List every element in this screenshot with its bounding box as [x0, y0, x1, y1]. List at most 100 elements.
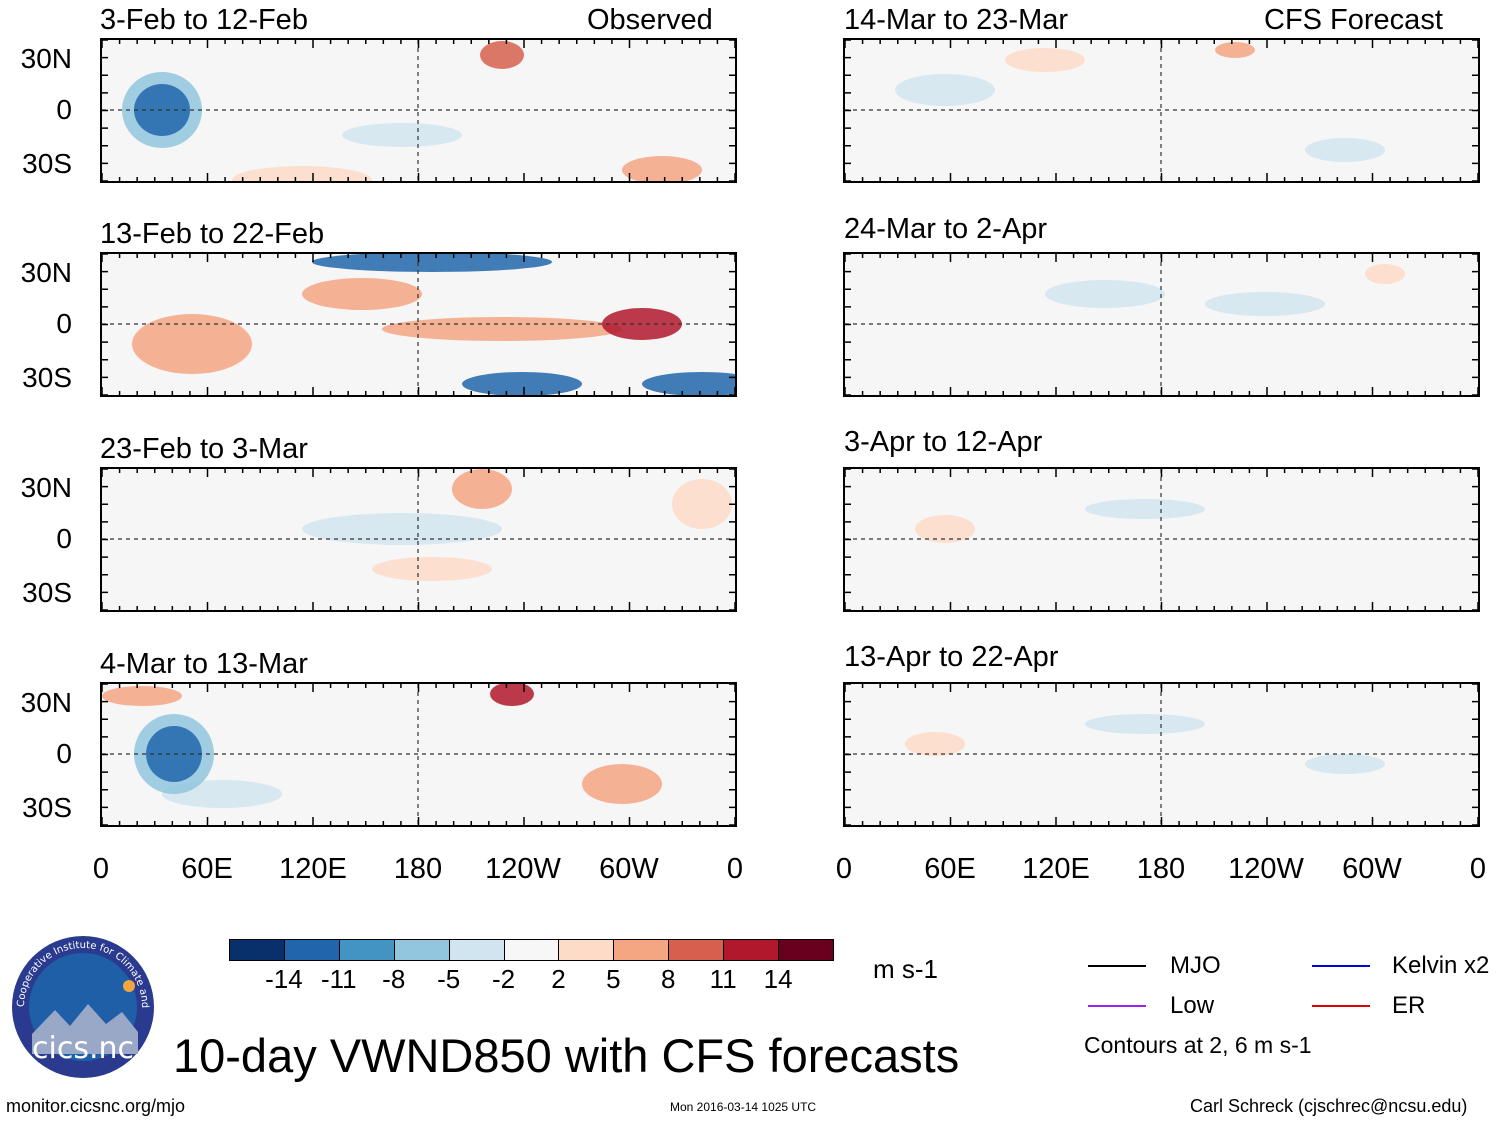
anomaly-shading — [232, 166, 372, 181]
observed-label: Observed — [587, 4, 713, 36]
anomaly-shading — [1365, 264, 1405, 284]
lon-label: 120E — [279, 853, 347, 885]
lon-label: 180 — [393, 853, 443, 885]
anomaly-shading — [1305, 754, 1385, 774]
colorbar-tick-label: -8 — [382, 964, 406, 994]
colorbar-box — [558, 939, 615, 961]
anomaly-shading — [582, 764, 662, 804]
colorbar-tick-label: -5 — [437, 964, 461, 994]
main-title: 10-day VWND850 with CFS forecasts — [173, 1029, 960, 1082]
colorbar-box — [778, 939, 834, 961]
colorbar-tick-label: 8 — [661, 964, 676, 994]
lat-label: 30S — [22, 792, 72, 823]
colorbar-tick-label: -11 — [320, 964, 357, 994]
colorbar — [229, 939, 834, 961]
footer-url[interactable]: monitor.cicsnc.org/mjo — [6, 1096, 186, 1116]
anomaly-shading — [895, 74, 995, 106]
anomaly-shading — [1205, 292, 1325, 316]
colorbar-box — [283, 939, 340, 961]
legend-note: Contours at 2, 6 m s-1 — [1084, 1032, 1312, 1058]
colorbar-box — [613, 939, 670, 961]
anomaly-shading — [905, 732, 965, 756]
map-forecast-2 — [843, 252, 1480, 397]
legend-line-er — [1312, 1005, 1370, 1007]
colorbar-tick-label: 11 — [709, 964, 737, 994]
footer-timestamp: Mon 2016-03-14 1025 UTC — [670, 1100, 817, 1114]
legend-label-kelvin: Kelvin x2 — [1392, 952, 1490, 979]
anomaly-shading — [1215, 42, 1255, 58]
anomaly-shading — [382, 317, 622, 341]
lon-label: 0 — [1469, 853, 1487, 885]
anomaly-shading — [1005, 48, 1085, 72]
lon-label: 60E — [924, 853, 976, 885]
map-observed-4 — [100, 682, 737, 827]
lat-label: 0 — [56, 308, 72, 339]
colorbar-units: m s-1 — [873, 954, 938, 984]
panel-title: 24-Mar to 2-Apr — [844, 213, 1048, 245]
legend-line-low — [1088, 1005, 1146, 1007]
colorbar-box — [668, 939, 725, 961]
lat-label: 0 — [56, 738, 72, 769]
logo-text: cics.nc — [32, 1031, 134, 1066]
anomaly-shading — [462, 372, 582, 395]
colorbar-box — [229, 939, 285, 961]
panel-title: 23-Feb to 3-Mar — [100, 433, 308, 465]
anomaly-shading — [490, 684, 534, 706]
cics-logo: Cooperative Institute for Climate and Sa… — [7, 926, 156, 1080]
anomaly-shading — [372, 557, 492, 581]
legend-label-er: ER — [1392, 992, 1426, 1019]
lat-label: 30N — [20, 43, 72, 74]
lat-label: 30N — [20, 257, 72, 288]
map-forecast-3 — [843, 467, 1480, 612]
anomaly-shading — [302, 513, 502, 545]
colorbar-box — [503, 939, 560, 961]
anomaly-shading — [452, 469, 512, 509]
anomaly-shading — [480, 41, 524, 69]
colorbar-box — [448, 939, 505, 961]
anomaly-shading — [1085, 499, 1205, 519]
legend-label-mjo: MJO — [1170, 952, 1221, 979]
lon-label: 60W — [599, 853, 659, 885]
colorbar-ticks: -14 -11 -8 -5 -2 2 5 8 11 14 — [229, 966, 833, 996]
panel-title: 14-Mar to 23-Mar — [844, 4, 1069, 36]
panel-title: 4-Mar to 13-Mar — [100, 648, 308, 680]
anomaly-shading — [672, 479, 732, 529]
anomaly-shading — [1085, 714, 1205, 734]
legend-line-mjo — [1088, 965, 1146, 967]
anomaly-shading — [642, 372, 735, 395]
anomaly-shading — [132, 314, 252, 374]
lon-label: 60W — [1342, 853, 1402, 885]
map-observed-2 — [100, 252, 737, 397]
colorbar-tick-label: -14 — [265, 964, 303, 994]
forecast-label: CFS Forecast — [1264, 4, 1443, 36]
lon-label: 120W — [485, 853, 561, 885]
lat-label: 0 — [56, 523, 72, 554]
anomaly-shading — [1045, 280, 1165, 308]
anomaly-shading — [312, 254, 552, 272]
lon-label: 120E — [1022, 853, 1090, 885]
map-forecast-4 — [843, 682, 1480, 827]
colorbar-tick-label: -2 — [491, 964, 516, 994]
colorbar-box — [393, 939, 450, 961]
map-observed-3 — [100, 467, 737, 612]
lat-label: 30N — [20, 472, 72, 503]
anomaly-shading — [915, 515, 975, 543]
panel-title: 13-Feb to 22-Feb — [100, 218, 325, 250]
colorbar-box — [338, 939, 395, 961]
lat-label: 30S — [22, 362, 72, 393]
lat-label: 30S — [22, 577, 72, 608]
legend-line-kelvin — [1312, 965, 1370, 967]
anomaly-shading — [102, 686, 182, 706]
lon-label: 0 — [92, 853, 110, 885]
map-observed-1 — [100, 38, 737, 183]
colorbar-box — [723, 939, 780, 961]
footer-author: Carl Schreck (cjschrec@ncsu.edu) — [1190, 1096, 1468, 1116]
lon-label: 180 — [1136, 853, 1186, 885]
lat-label: 0 — [56, 94, 72, 125]
anomaly-shading — [622, 156, 702, 181]
anomaly-shading — [342, 123, 462, 147]
legend-label-low: Low — [1170, 992, 1215, 1019]
lon-label: 0 — [835, 853, 853, 885]
map-forecast-1 — [843, 38, 1480, 183]
panel-title: 3-Apr to 12-Apr — [844, 426, 1043, 458]
